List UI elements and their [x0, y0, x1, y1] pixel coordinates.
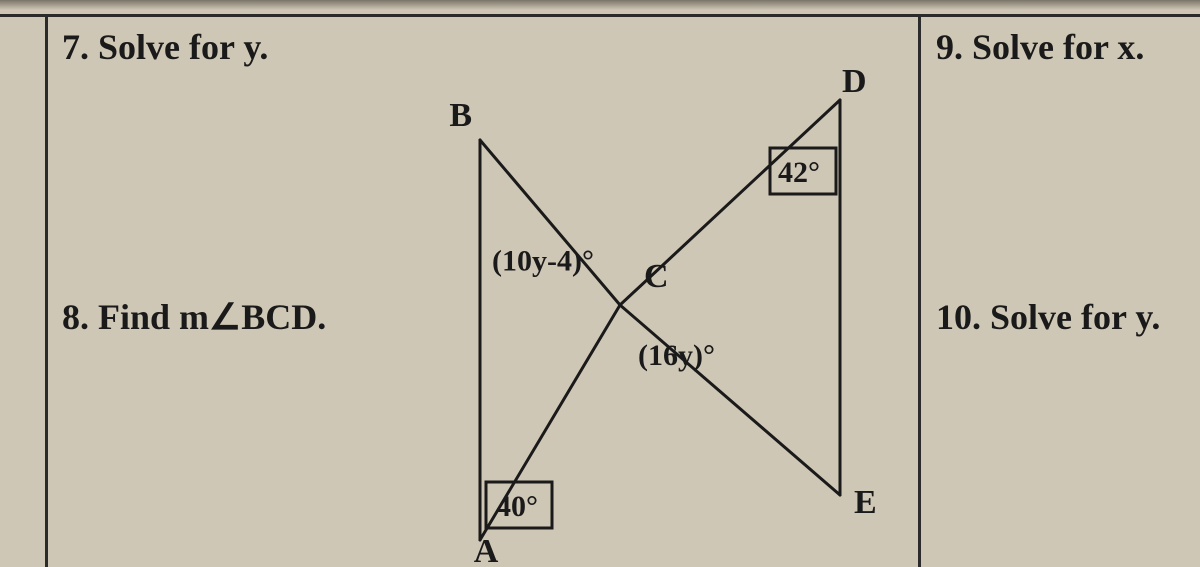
geometry-figure: B A C D E (10y-4)° (16y)° 40° 42°	[0, 0, 1200, 567]
svg-text:E: E	[854, 484, 877, 521]
svg-text:C: C	[644, 258, 669, 295]
svg-text:(10y-4)°: (10y-4)°	[492, 245, 594, 278]
svg-text:40°: 40°	[496, 490, 538, 523]
svg-text:(16y)°: (16y)°	[638, 339, 715, 372]
worksheet-page: { "layout": { "width": 1200, "height": 5…	[0, 0, 1200, 567]
svg-text:D: D	[842, 63, 867, 100]
svg-text:42°: 42°	[778, 156, 820, 189]
svg-text:A: A	[474, 533, 499, 567]
svg-text:B: B	[449, 97, 472, 134]
